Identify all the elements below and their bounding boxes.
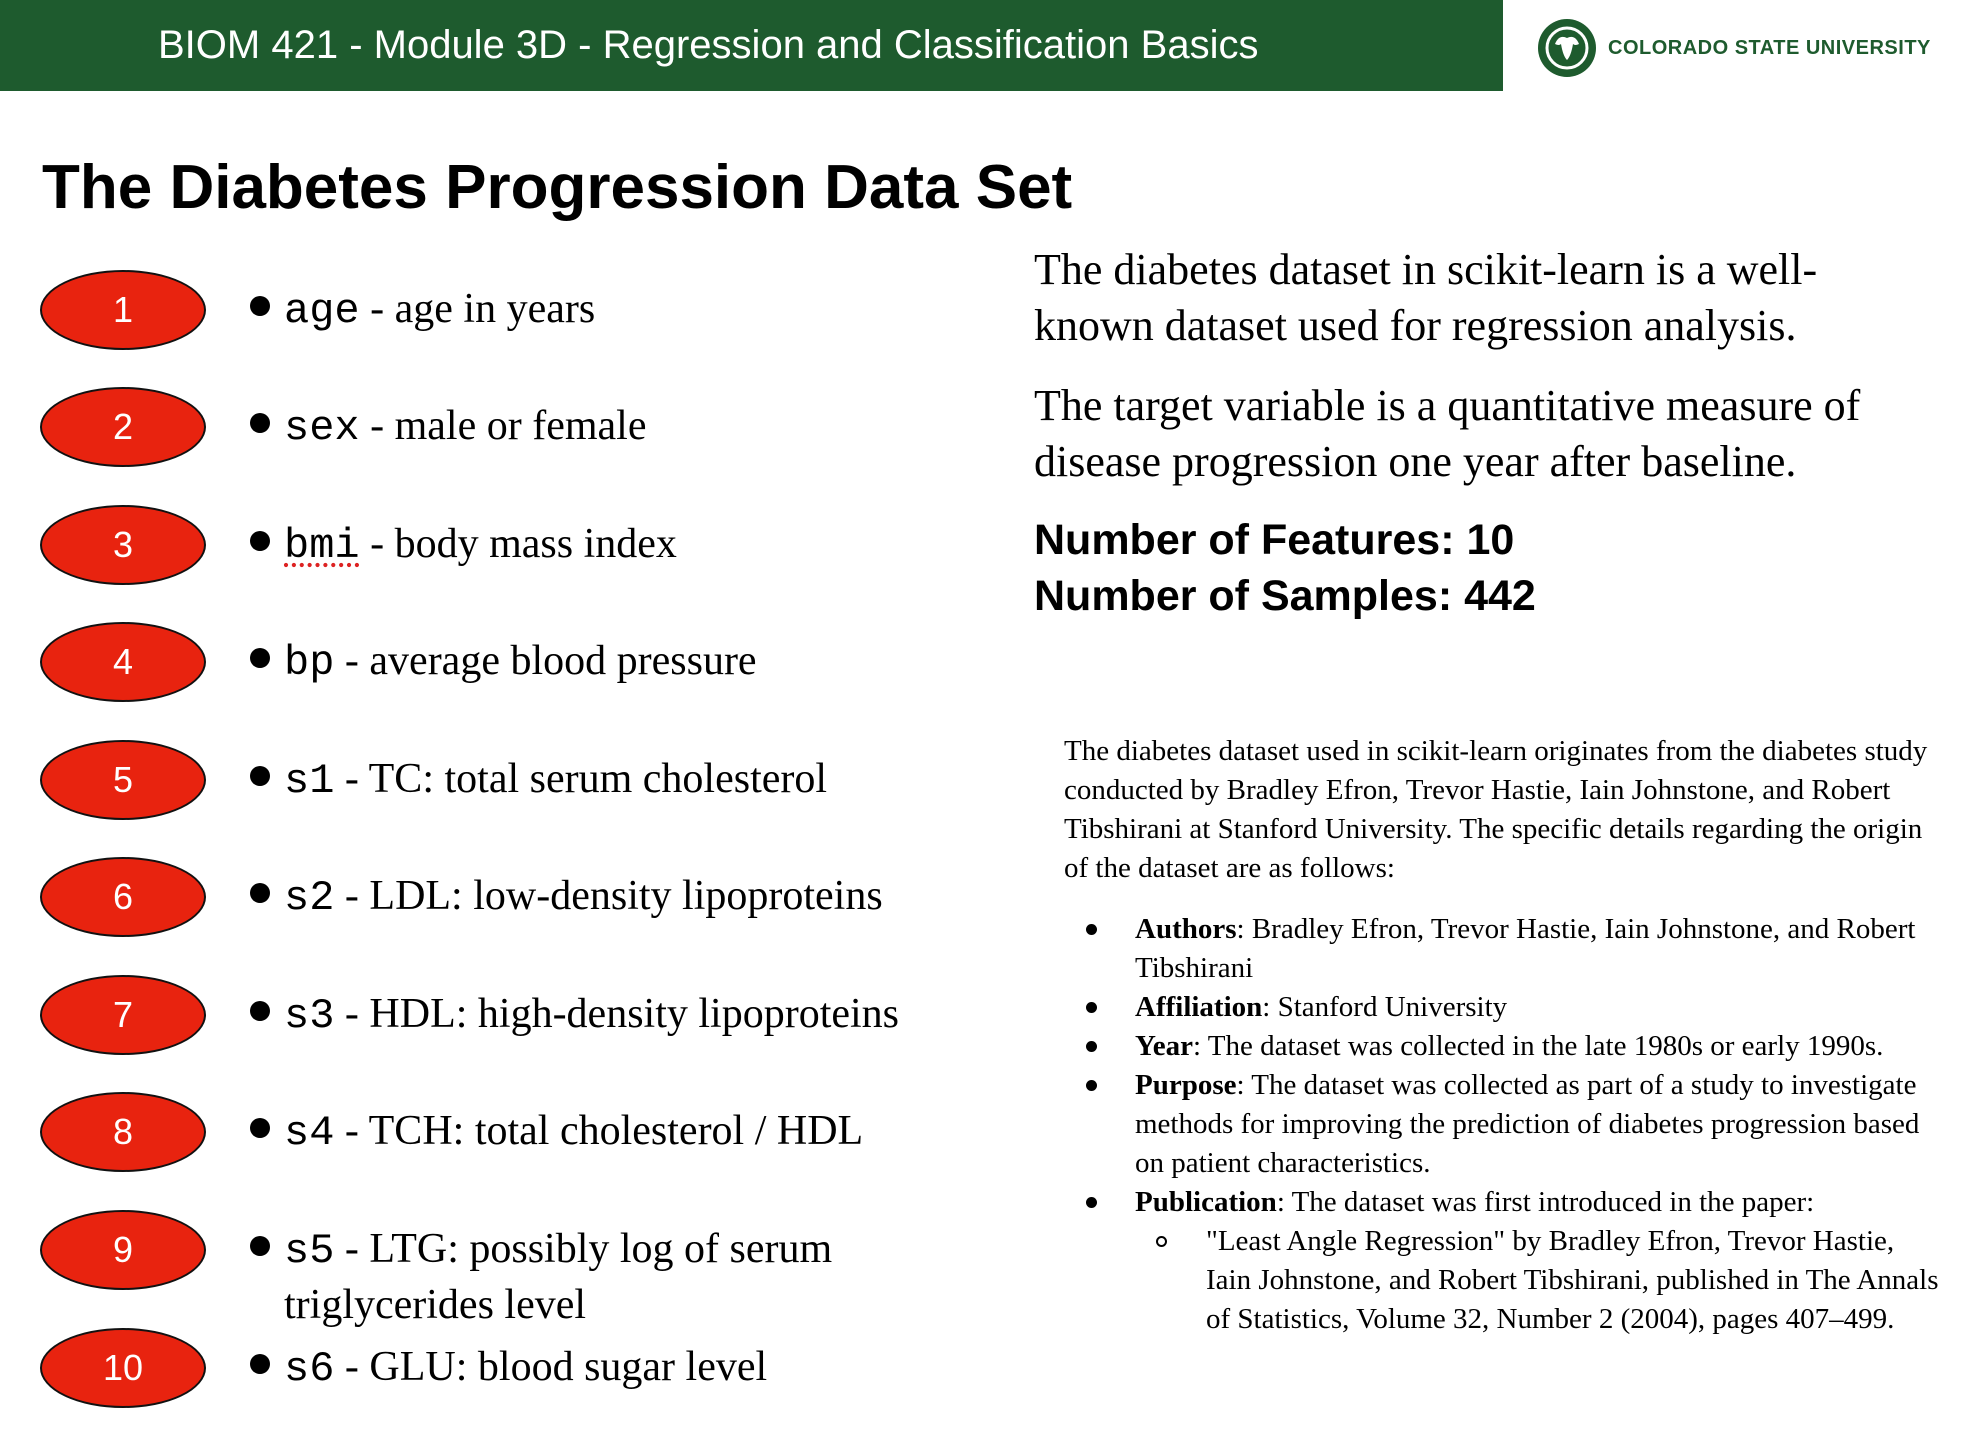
bullet-icon [1086, 1002, 1097, 1013]
list-item: Publication: The dataset was first intro… [1064, 1183, 1944, 1222]
feature-code: s1 [284, 757, 335, 805]
feature-number-badge: 6 [40, 857, 206, 937]
list-item: Authors: Bradley Efron, Trevor Hastie, I… [1064, 910, 1944, 988]
bullet-icon [1086, 924, 1097, 935]
feature-description: - age in years [359, 286, 596, 332]
item-text: : The dataset was collected in the late … [1192, 1030, 1884, 1062]
feature-code: sex [284, 404, 360, 452]
feature-number-badge: 3 [40, 505, 206, 585]
ram-head-logo-icon [1538, 19, 1596, 77]
header-title: BIOM 421 - Module 3D - Regression and Cl… [158, 23, 1259, 67]
feature-text: s4 - TCH: total cholesterol / HDL [284, 1104, 1024, 1160]
bullet-icon [250, 766, 270, 786]
bullet-icon [250, 413, 270, 433]
list-item: Year: The dataset was collected in the l… [1064, 1027, 1944, 1066]
intro-text: The diabetes dataset in scikit-learn is … [1034, 242, 1934, 490]
feature-number-badge: 1 [40, 270, 206, 350]
bullet-icon [250, 531, 270, 551]
list-item: Purpose: The dataset was collected as pa… [1064, 1066, 1944, 1183]
feature-code: s5 [284, 1227, 335, 1275]
feature-description: - HDL: high-density lipoproteins [334, 991, 900, 1037]
feature-text: s2 - LDL: low-density lipoproteins [284, 869, 1024, 925]
sample-count: Number of Samples: 442 [1034, 572, 1536, 620]
item-text: : The dataset was first introduced in th… [1276, 1186, 1815, 1218]
feature-text: s1 - TC: total serum cholesterol [284, 752, 1024, 808]
item-label: Publication [1135, 1186, 1277, 1218]
feature-text: age - age in years [284, 282, 1024, 338]
header-bar: BIOM 421 - Module 3D - Regression and Cl… [0, 0, 1503, 91]
origin-paragraph: The diabetes dataset used in scikit-lear… [1064, 735, 1928, 884]
page-title: The Diabetes Progression Data Set [42, 153, 1073, 222]
feature-code: s4 [284, 1109, 335, 1157]
feature-description: - LDL: low-density lipoproteins [334, 873, 883, 919]
bullet-icon [250, 296, 270, 316]
feature-text: bmi - body mass index [284, 517, 1024, 573]
feature-text: s5 - LTG: possibly log of serum triglyce… [284, 1222, 1024, 1332]
feature-code: s3 [284, 992, 335, 1040]
item-text: : Bradley Efron, Trevor Hastie, Iain Joh… [1135, 913, 1916, 984]
bullet-icon [250, 1001, 270, 1021]
publication-sublist: "Least Angle Regression" by Bradley Efro… [1064, 1222, 1944, 1339]
feature-code: bmi [284, 522, 360, 570]
bullet-icon [250, 883, 270, 903]
feature-number-badge: 5 [40, 740, 206, 820]
feature-text: s3 - HDL: high-density lipoproteins [284, 987, 1024, 1043]
dataset-stats: Number of Features: 10 Number of Samples… [1034, 512, 1536, 624]
feature-description: - TC: total serum cholesterol [334, 756, 828, 802]
feature-code: age [284, 287, 360, 335]
feature-description: - GLU: blood sugar level [334, 1344, 768, 1390]
feature-description: - male or female [359, 403, 647, 449]
feature-number-badge: 7 [40, 975, 206, 1055]
bullet-icon [1086, 1041, 1097, 1052]
publication-citation: "Least Angle Regression" by Bradley Efro… [1206, 1225, 1939, 1335]
list-item: "Least Angle Regression" by Bradley Efro… [1064, 1222, 1944, 1339]
bullet-icon [1086, 1197, 1097, 1208]
feature-number-badge: 8 [40, 1092, 206, 1172]
bullet-icon [1086, 1080, 1097, 1091]
intro-paragraph-1: The diabetes dataset in scikit-learn is … [1034, 245, 1818, 350]
university-logo: COLORADO STATE UNIVERSITY [1538, 18, 1931, 78]
feature-count: Number of Features: 10 [1034, 516, 1515, 564]
feature-description: - body mass index [359, 521, 677, 567]
origin-section: The diabetes dataset used in scikit-lear… [1064, 732, 1944, 1339]
intro-paragraph-2: The target variable is a quantitative me… [1034, 381, 1861, 486]
feature-number-badge: 10 [40, 1328, 206, 1408]
feature-code: s2 [284, 874, 335, 922]
feature-text: bp - average blood pressure [284, 634, 1024, 690]
feature-text: sex - male or female [284, 399, 1024, 455]
feature-number-badge: 9 [40, 1210, 206, 1290]
feature-description: - LTG: possibly log of serum triglycerid… [284, 1226, 833, 1328]
hollow-bullet-icon [1156, 1236, 1167, 1247]
feature-code: s6 [284, 1345, 335, 1393]
bullet-icon [250, 1236, 270, 1256]
origin-detail-list: Authors: Bradley Efron, Trevor Hastie, I… [1064, 910, 1944, 1222]
item-label: Authors [1135, 913, 1237, 945]
item-text: : Stanford University [1262, 991, 1508, 1023]
feature-number-badge: 4 [40, 622, 206, 702]
bullet-icon [250, 1354, 270, 1374]
feature-text: s6 - GLU: blood sugar level [284, 1340, 1024, 1396]
logo-text: COLORADO STATE UNIVERSITY [1608, 36, 1931, 59]
feature-code: bp [284, 639, 335, 687]
item-label: Purpose [1135, 1069, 1237, 1101]
item-label: Affiliation [1135, 991, 1263, 1023]
feature-description: - average blood pressure [334, 638, 757, 684]
bullet-icon [250, 648, 270, 668]
feature-description: - TCH: total cholesterol / HDL [334, 1108, 864, 1154]
item-label: Year [1135, 1030, 1193, 1062]
feature-number-badge: 2 [40, 387, 206, 467]
bullet-icon [250, 1118, 270, 1138]
list-item: Affiliation: Stanford University [1064, 988, 1944, 1027]
item-text: : The dataset was collected as part of a… [1135, 1069, 1920, 1179]
